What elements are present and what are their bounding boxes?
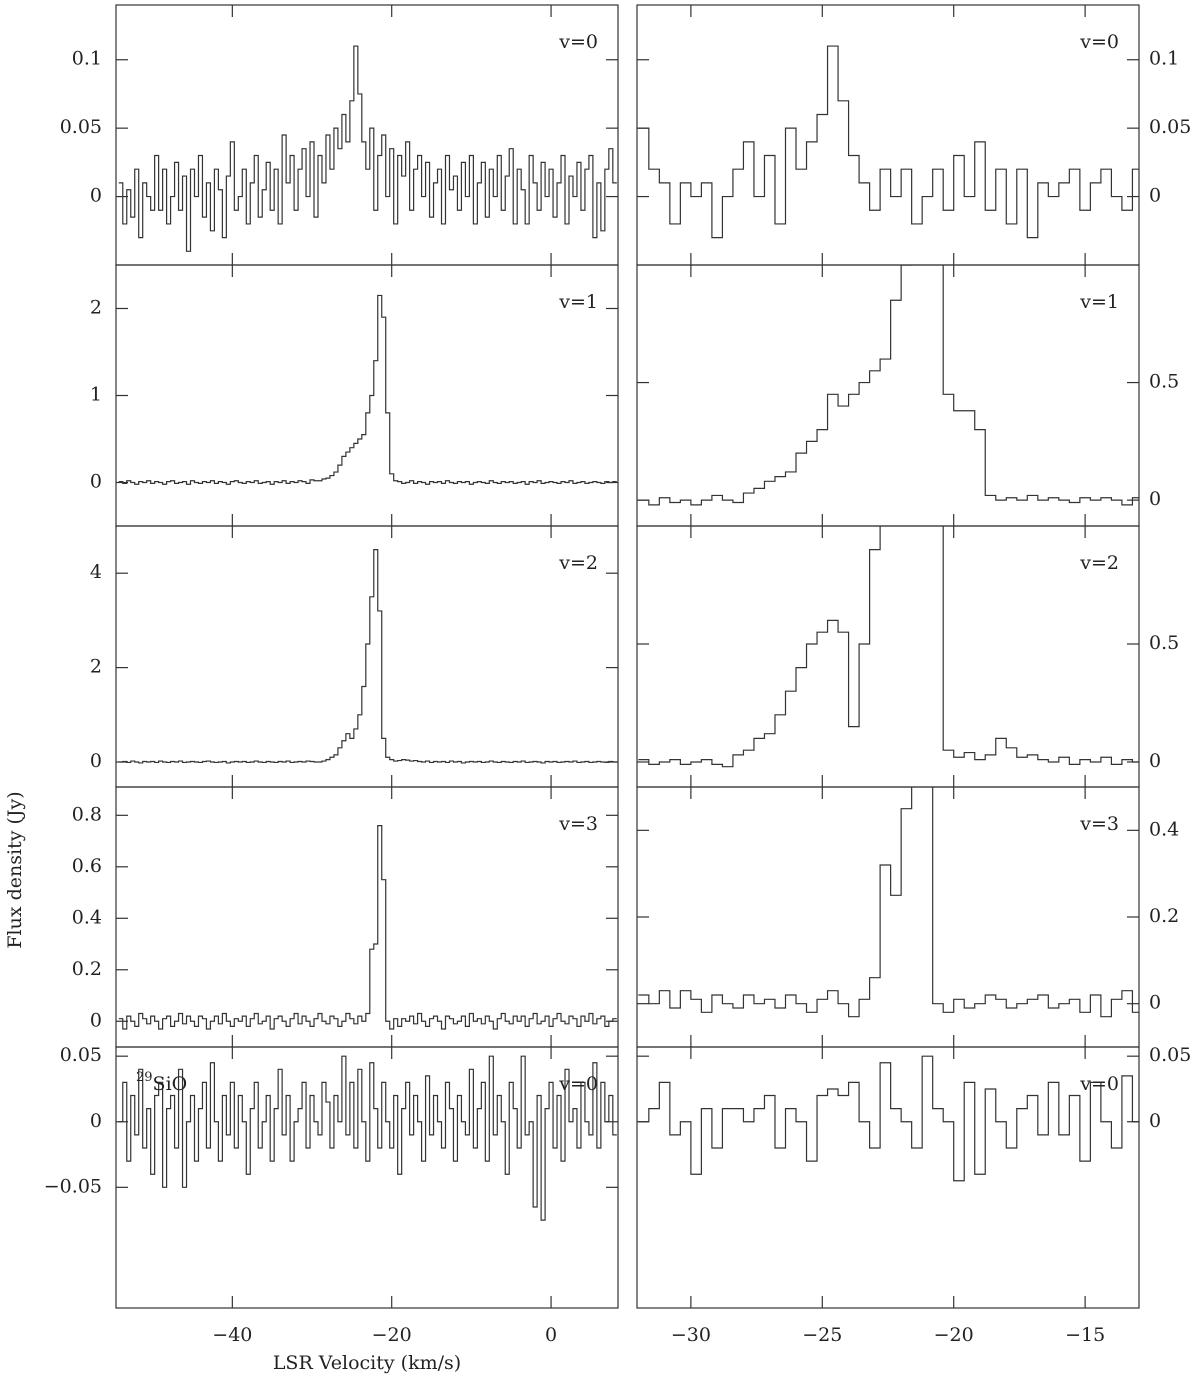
panel-note: 29SiO — [136, 1070, 187, 1096]
panel-label: v=2 — [1079, 552, 1119, 574]
panel-frame — [115, 525, 619, 788]
y-tick-label: 0.2 — [1149, 905, 1179, 927]
y-axis-label: Flux density (Jy) — [4, 791, 26, 948]
y-tick-label: 0.05 — [60, 1044, 102, 1066]
y-tick-label: 2 — [90, 656, 102, 678]
panel-label: v=0 — [558, 31, 598, 53]
y-tick-label: 0.8 — [72, 803, 102, 825]
spectrum — [638, 1055, 1139, 1182]
note-text: SiO — [153, 1073, 188, 1095]
panel-frame — [115, 1046, 619, 1309]
spectrum — [118, 45, 617, 252]
x-tick-label: −25 — [802, 1324, 842, 1346]
y-tick-label: 0 — [1149, 750, 1161, 772]
x-axis-label: LSR Velocity (km/s) — [273, 1352, 461, 1374]
y-tick-label: 0.6 — [72, 855, 102, 877]
panel-label: v=2 — [558, 552, 598, 574]
x-tick-label: −20 — [934, 1324, 974, 1346]
x-tick-label: −30 — [671, 1324, 711, 1346]
spectrum — [118, 548, 617, 764]
y-tick-label: 0 — [1149, 185, 1161, 207]
spectrum — [638, 787, 1139, 1018]
y-tick-label: 0.05 — [1149, 1044, 1191, 1066]
spectrum — [638, 45, 1139, 239]
y-tick-label: 0 — [1149, 992, 1161, 1014]
y-tick-label: −0.05 — [44, 1175, 102, 1197]
panel-frame — [115, 264, 619, 527]
y-tick-label: 0 — [1149, 488, 1161, 510]
panel-label: v=0 — [1079, 1073, 1119, 1095]
spectrum — [118, 294, 617, 485]
panel-label: v=3 — [1079, 813, 1119, 835]
y-tick-label: 0.5 — [1149, 632, 1179, 654]
panel-frame — [115, 786, 619, 1048]
spectrum — [638, 526, 1139, 768]
y-tick-label: 1 — [90, 384, 102, 406]
y-tick-label: 0.2 — [72, 958, 102, 980]
panel-frame — [636, 264, 1140, 527]
y-tick-label: 0.1 — [72, 48, 102, 70]
y-tick-label: 0.05 — [1149, 116, 1191, 138]
y-tick-label: 0 — [90, 471, 102, 493]
x-tick-label: −15 — [1065, 1324, 1105, 1346]
y-tick-label: 0.4 — [72, 906, 102, 928]
y-tick-label: 0 — [90, 1009, 102, 1031]
panel-label: v=1 — [558, 291, 598, 313]
y-tick-label: 0.5 — [1149, 371, 1179, 393]
y-tick-label: 2 — [90, 297, 102, 319]
y-tick-label: 0.4 — [1149, 818, 1179, 840]
y-tick-label: 0 — [90, 750, 102, 772]
y-tick-label: 4 — [90, 561, 102, 583]
panel-label: v=1 — [1079, 291, 1119, 313]
spectrum — [638, 265, 1139, 506]
y-tick-label: 0.05 — [60, 116, 102, 138]
panel-label: v=0 — [558, 1073, 598, 1095]
panel-frame — [636, 525, 1140, 788]
note-superscript: 29 — [136, 1070, 153, 1085]
x-tick-label: −20 — [372, 1324, 412, 1346]
x-tick-label: 0 — [545, 1324, 557, 1346]
panel-frame — [636, 1046, 1140, 1309]
spectrum — [118, 825, 617, 1030]
y-tick-label: 0 — [90, 1110, 102, 1132]
y-tick-label: 0.1 — [1149, 48, 1179, 70]
y-tick-label: 0 — [90, 185, 102, 207]
panel-label: v=0 — [1079, 31, 1119, 53]
spectrum — [118, 1055, 617, 1221]
x-tick-label: −40 — [212, 1324, 252, 1346]
panel-frame — [115, 4, 619, 266]
panel-label: v=3 — [558, 813, 598, 835]
y-tick-label: 0 — [1149, 1110, 1161, 1132]
